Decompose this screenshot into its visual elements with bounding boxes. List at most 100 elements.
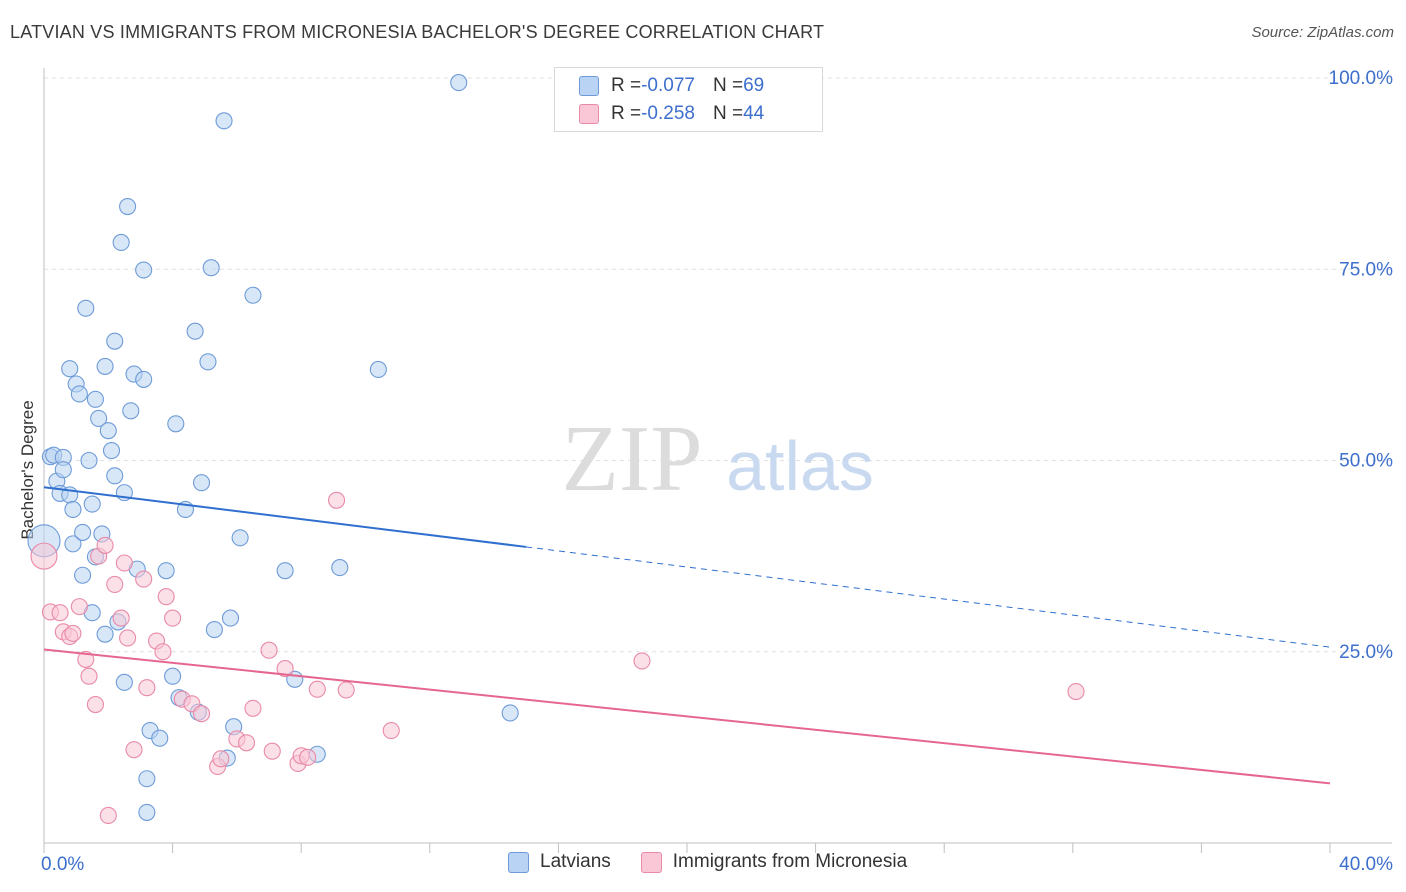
latvians-point	[135, 370, 153, 388]
micronesia-point	[99, 806, 117, 825]
micronesia-point	[328, 491, 346, 509]
legend-r-value: -0.077	[641, 75, 695, 96]
legend-label-latvians: Latvians	[540, 851, 611, 872]
latvians-point	[106, 467, 124, 485]
legend-row-micronesia: R = -0.258 N = 44	[579, 101, 764, 127]
y-tick-label: 25.0%	[1339, 642, 1393, 663]
legend-row-latvians: R = -0.077 N = 69	[579, 73, 764, 99]
latvians-trendline-extension	[526, 546, 1331, 648]
latvians-point	[164, 667, 182, 685]
latvians-point	[135, 261, 153, 279]
latvians-point	[167, 415, 185, 433]
micronesia-point	[633, 652, 651, 670]
micronesia-point	[154, 643, 172, 661]
latvians-point	[122, 402, 140, 420]
micronesia-point	[115, 554, 133, 572]
micronesia-point	[96, 536, 114, 554]
legend-item-latvians[interactable]: Latvians	[508, 851, 611, 873]
latvians-point	[77, 299, 95, 317]
micronesia-point	[1067, 682, 1085, 701]
micronesia-point	[263, 742, 281, 760]
micronesia-point	[138, 679, 156, 697]
latvians-point	[276, 562, 294, 580]
legend-swatch-pink	[579, 104, 599, 124]
legend-swatch-pink	[640, 851, 662, 873]
watermark-atlas: atlas	[726, 427, 874, 505]
latvians-point	[151, 729, 169, 747]
x-tick-label: 0.0%	[41, 854, 84, 875]
micronesia-point	[157, 588, 175, 606]
latvians-point	[501, 704, 519, 722]
latvians-point	[86, 390, 104, 408]
watermark-zip: ZIP	[562, 407, 703, 511]
legend-swatch-blue	[508, 851, 529, 873]
y-tick-label: 100.0%	[1329, 68, 1394, 89]
series-legend: Latvians Immigrants from Micronesia	[508, 851, 937, 873]
micronesia-point	[164, 609, 182, 627]
latvians-point	[102, 442, 121, 460]
latvians-point	[192, 474, 211, 492]
latvians-point	[70, 385, 88, 403]
legend-n-label: N =	[712, 75, 744, 96]
micronesia-point	[119, 629, 137, 647]
chart-title: LATVIAN VS IMMIGRANTS FROM MICRONESIA BA…	[10, 22, 825, 42]
legend-r-label: R =	[611, 75, 642, 96]
micronesia-point	[212, 750, 230, 768]
legend-label-micronesia: Immigrants from Micronesia	[672, 851, 908, 872]
grid-layer	[44, 77, 1392, 653]
legend-n-label: N =	[712, 103, 744, 124]
latvians-point	[106, 332, 124, 350]
micronesia-point	[260, 641, 278, 659]
latvians-point	[64, 535, 82, 553]
micronesia-point	[308, 680, 326, 698]
latvians-trendline	[43, 486, 527, 548]
micronesia-point	[135, 570, 153, 588]
stats-legend: R = -0.077 N = 69 R = -0.258 N = 44	[554, 67, 823, 132]
latvians-point	[221, 609, 240, 627]
micronesia-point	[64, 624, 82, 642]
latvians-point	[54, 461, 72, 479]
latvians-point	[199, 353, 217, 371]
legend-r-value: -0.258	[641, 103, 695, 124]
latvians-point	[202, 259, 220, 277]
latvians-point	[90, 409, 108, 427]
latvians-point	[450, 74, 468, 92]
y-tick-label: 50.0%	[1339, 451, 1393, 472]
micronesia-point	[106, 575, 124, 593]
latvians-point	[138, 803, 156, 821]
trend-layer	[43, 486, 1331, 785]
latvians-point	[64, 500, 82, 519]
micronesia-point	[51, 604, 69, 622]
latvians-point	[231, 529, 249, 547]
latvians-point	[83, 495, 101, 513]
latvians-point	[244, 286, 262, 304]
legend-n-value: 44	[743, 103, 765, 124]
latvians-point	[112, 233, 130, 252]
latvians-point	[74, 566, 92, 584]
latvians-point	[80, 451, 98, 470]
points-layer	[27, 74, 1085, 825]
legend-r-label: R =	[611, 103, 642, 124]
source-credit: Source: ZipAtlas.com	[1251, 24, 1394, 41]
watermark: ZIP atlas	[562, 407, 874, 511]
micronesia-point	[337, 681, 355, 699]
latvians-point	[369, 360, 387, 379]
tick-label-layer: 25.0% 50.0% 75.0% 100.0% 0.0% 40.0%	[41, 68, 1393, 875]
legend-item-micronesia[interactable]: Immigrants from Micronesia	[640, 851, 908, 873]
legend-n-value: 69	[743, 75, 765, 96]
micronesia-point	[237, 734, 256, 752]
latvians-point	[115, 673, 133, 691]
latvians-point	[99, 422, 117, 440]
latvians-point	[74, 523, 92, 541]
micronesia-point	[77, 650, 95, 668]
micronesia-point	[299, 748, 317, 766]
x-tick-label: 40.0%	[1339, 854, 1393, 875]
micronesia-point	[382, 721, 400, 740]
micronesia-point	[192, 705, 211, 723]
latvians-point	[96, 357, 114, 375]
micronesia-point	[125, 741, 143, 759]
latvians-point	[61, 360, 79, 378]
latvians-point	[138, 770, 156, 788]
micronesia-point	[244, 699, 262, 717]
